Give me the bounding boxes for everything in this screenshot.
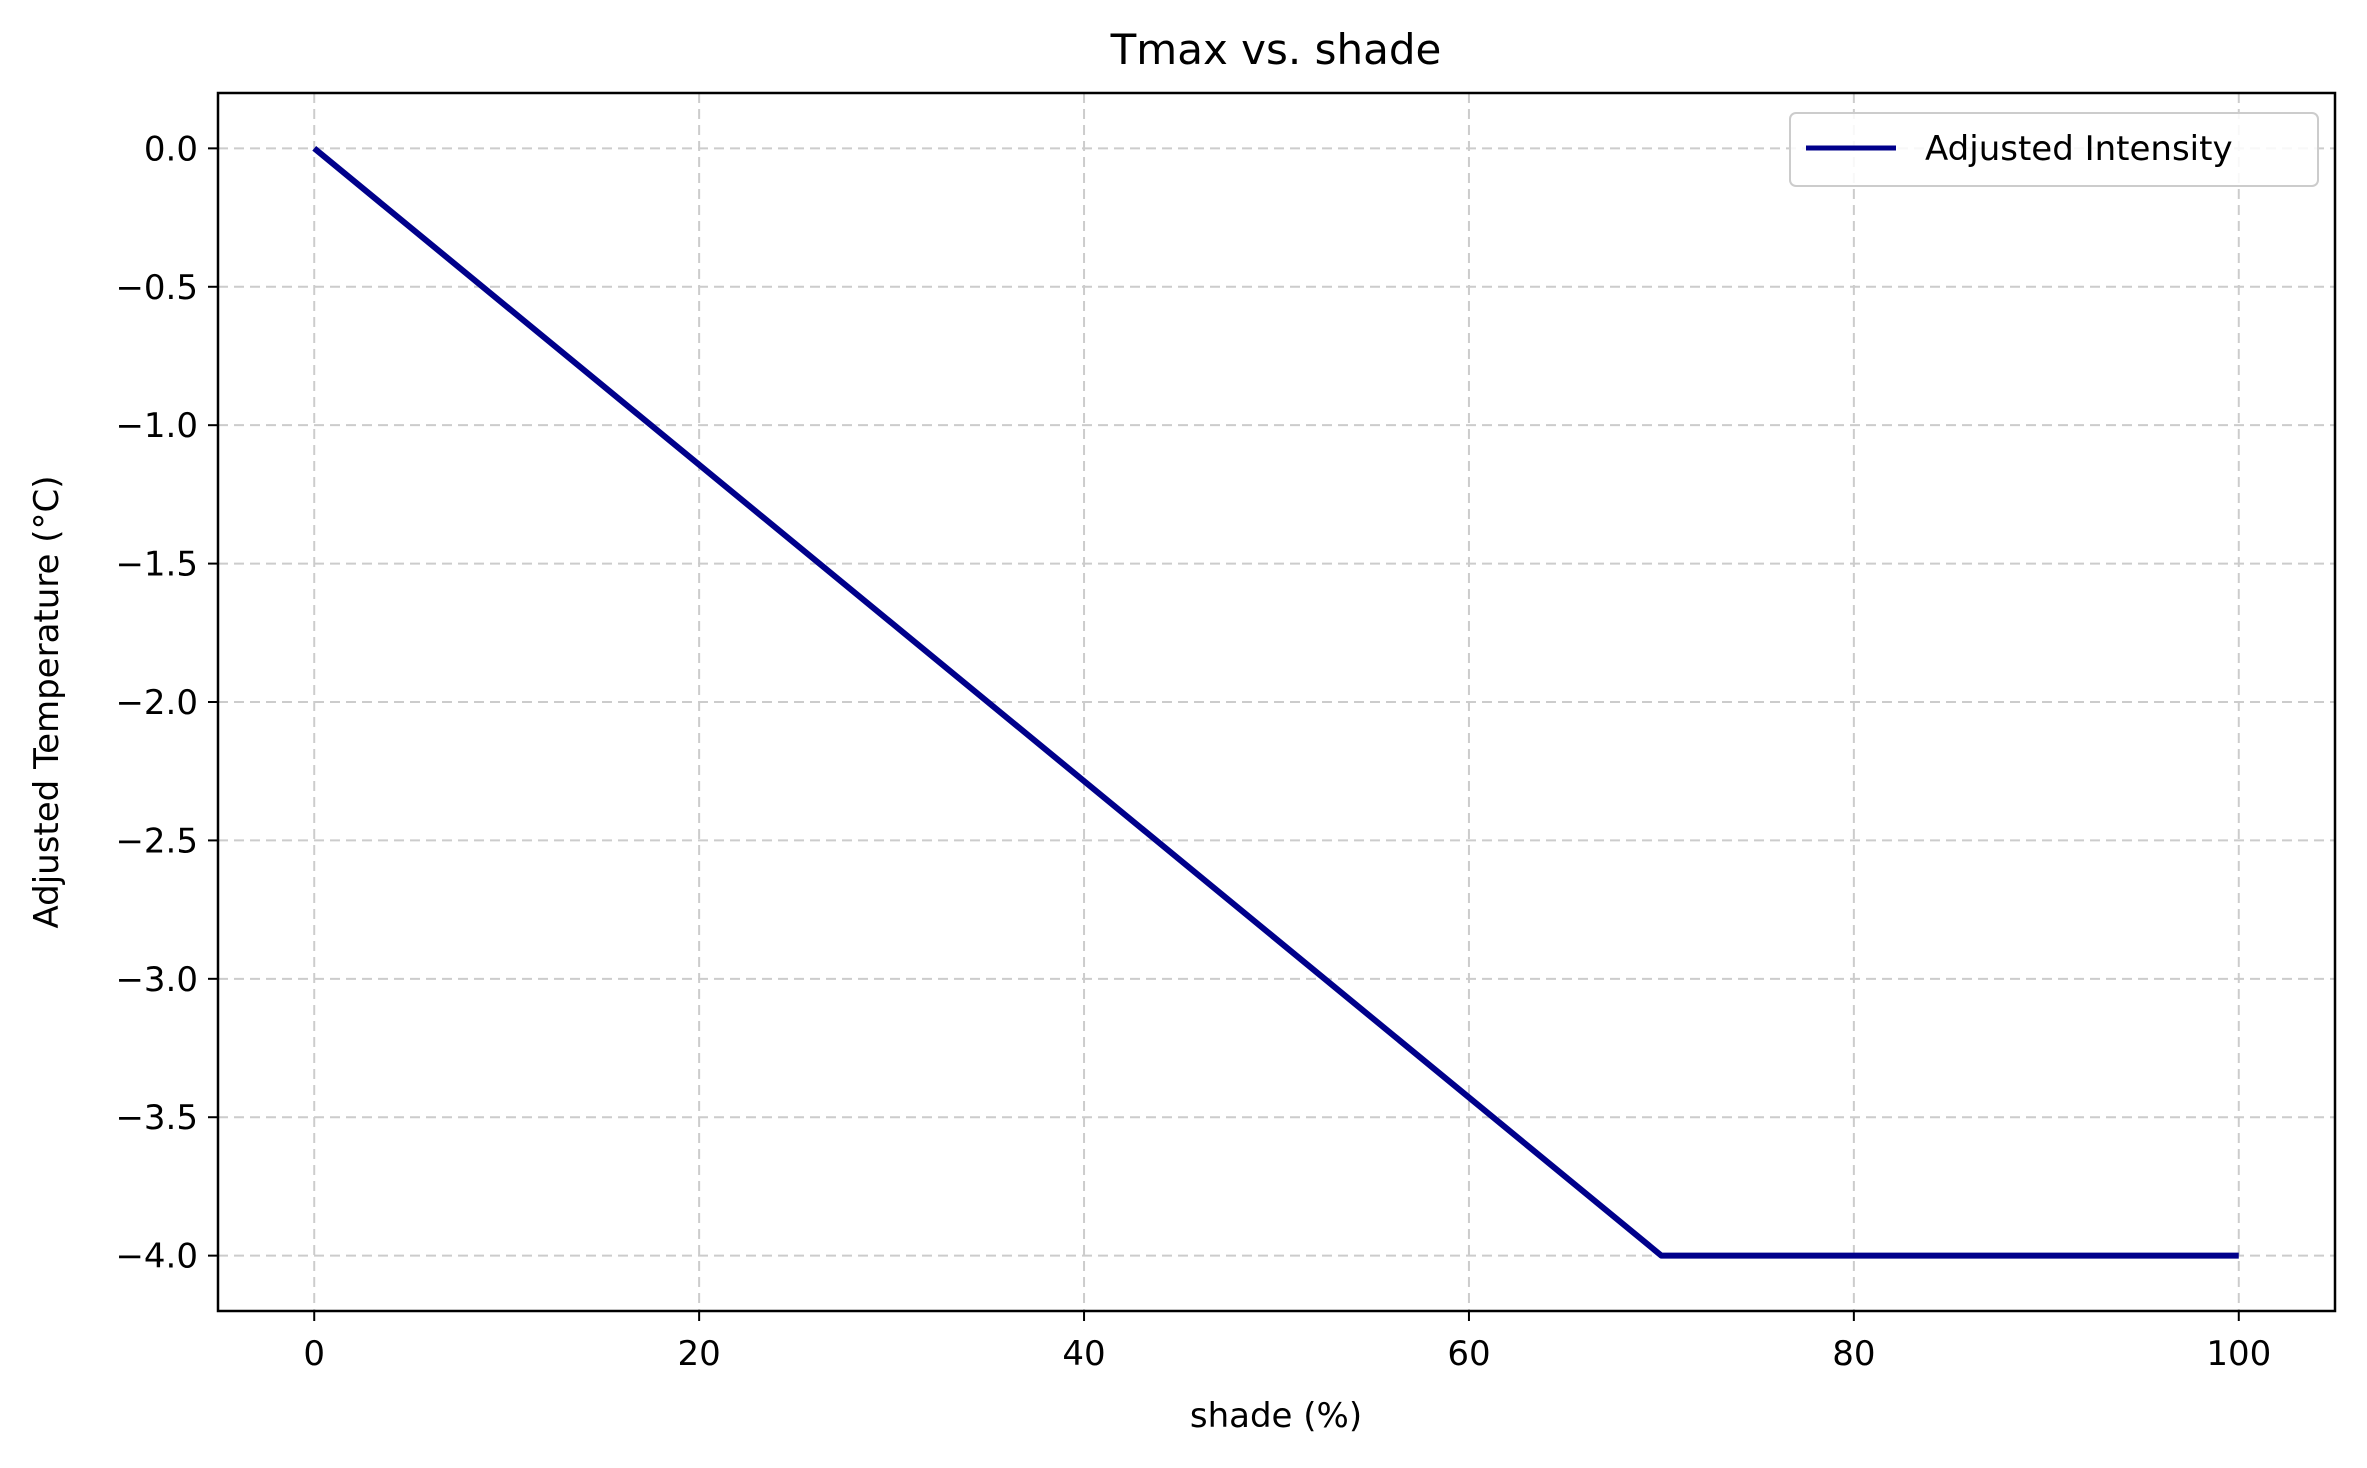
legend: Adjusted Intensity — [1789, 112, 2319, 187]
x-tick-label: 40 — [1062, 1334, 1105, 1374]
y-tick-label: −1.0 — [115, 406, 198, 446]
x-tick-label: 0 — [303, 1334, 325, 1374]
y-tick-label: −2.0 — [115, 683, 198, 723]
x-tick-label: 20 — [678, 1334, 721, 1374]
y-tick-label: −0.5 — [115, 268, 198, 308]
chart-title: Tmax vs. shade — [1110, 25, 1442, 74]
x-tick-label: 100 — [2206, 1334, 2271, 1374]
series-line-adjusted-intensity — [312, 146, 2239, 1259]
y-tick-label: −3.0 — [115, 960, 198, 1000]
x-tick-label: 80 — [1832, 1334, 1875, 1374]
x-tick-label: 60 — [1447, 1334, 1490, 1374]
y-axis-title: Adjusted Temperature (°C) — [27, 475, 67, 928]
legend-label-adjusted-intensity: Adjusted Intensity — [1925, 129, 2233, 169]
y-axis: 0.0 −0.5 −1.0 −1.5 −2.0 −2.5 −3.0 −3.5 −4.0 — [115, 129, 218, 1277]
y-tick-label: −1.5 — [115, 545, 198, 585]
series-layer — [312, 146, 2239, 1259]
legend-box — [1789, 112, 2319, 187]
x-axis-title: shade (%) — [1190, 1396, 1362, 1436]
y-tick-label: −4.0 — [115, 1237, 198, 1277]
y-tick-label: 0.0 — [144, 129, 198, 169]
y-tick-label: −3.5 — [115, 1098, 198, 1138]
y-tick-label: −2.5 — [115, 821, 198, 861]
x-axis: 0 20 40 60 80 100 — [303, 1311, 2271, 1374]
